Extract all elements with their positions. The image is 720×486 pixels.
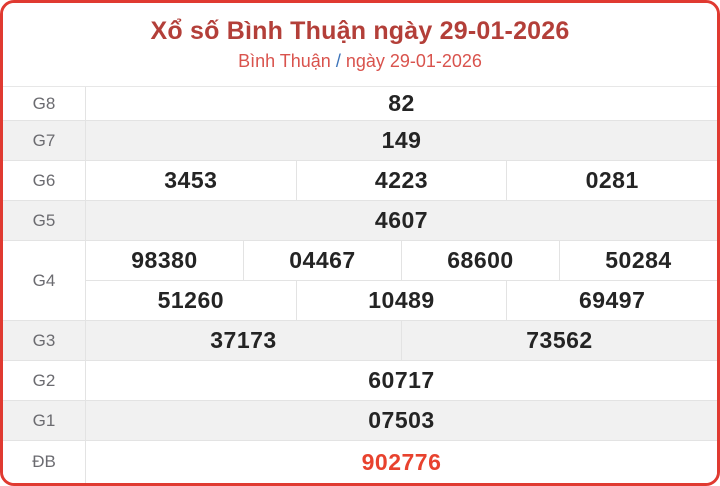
prize-values: 07503 (86, 401, 717, 440)
header: Xổ số Bình Thuận ngày 29-01-2026 Bình Th… (3, 3, 717, 87)
prize-row: G3 37173 73562 (3, 320, 717, 360)
prize-line: 98380 04467 68600 50284 (86, 241, 717, 280)
prize-label: ĐB (3, 441, 86, 483)
breadcrumb-province-link[interactable]: Bình Thuận (238, 51, 331, 71)
prize-number: 902776 (361, 448, 442, 475)
prize-line: 37173 73562 (86, 321, 717, 360)
breadcrumb-date-link[interactable]: ngày 29-01-2026 (345, 51, 482, 71)
prize-number: 149 (381, 127, 422, 153)
prize-label: G4 (3, 241, 86, 320)
page-title: Xổ số Bình Thuận ngày 29-01-2026 (150, 17, 570, 45)
prize-values: 98380 04467 68600 50284 51260 10489 69497 (86, 241, 717, 320)
prize-values: 37173 73562 (86, 321, 717, 360)
prize-label: G2 (3, 361, 86, 400)
prize-line: 60717 (86, 361, 717, 400)
prize-number: 50284 (559, 241, 717, 280)
prize-number: 10489 (295, 281, 507, 320)
prize-values: 3453 4223 0281 (86, 161, 717, 200)
prize-line: 3453 4223 0281 (86, 161, 717, 200)
prize-values: 82 (86, 87, 717, 120)
prize-row: G8 82 (3, 87, 717, 120)
prize-row: G1 07503 (3, 400, 717, 440)
prize-number: 98380 (131, 247, 198, 273)
prize-label: G5 (3, 201, 86, 240)
prize-number: 4223 (295, 161, 507, 200)
prize-number: 60717 (368, 367, 435, 393)
prize-label: G8 (3, 87, 86, 120)
prize-number: 82 (388, 90, 415, 116)
prize-label: G7 (3, 121, 86, 160)
prize-number: 51260 (157, 287, 225, 313)
prize-label: G1 (3, 401, 86, 440)
prize-label: G3 (3, 321, 86, 360)
prize-line: 149 (86, 121, 717, 160)
prize-line: 4607 (86, 201, 717, 240)
prize-values: 4607 (86, 201, 717, 240)
prize-number: 4607 (374, 207, 429, 233)
prize-number: 3453 (164, 167, 218, 193)
prize-line: 902776 (86, 441, 717, 483)
results-table: G8 82 G7 149 G6 3453 4223 0281 G5 4607 G4 98380 0446… (3, 87, 717, 483)
prize-row: G5 4607 (3, 200, 717, 240)
prize-line: 82 (86, 87, 717, 120)
prize-number: 04467 (243, 241, 401, 280)
prize-number: 37173 (210, 327, 277, 353)
prize-number: 73562 (401, 321, 717, 360)
prize-row: G6 3453 4223 0281 (3, 160, 717, 200)
prize-row: G7 149 (3, 120, 717, 160)
prize-number: 68600 (401, 241, 559, 280)
prize-row: ĐB 902776 (3, 440, 717, 483)
prize-values: 60717 (86, 361, 717, 400)
breadcrumb-separator: / (335, 51, 341, 71)
prize-line: 07503 (86, 401, 717, 440)
prize-row: G4 98380 04467 68600 50284 51260 10489 69497 (3, 240, 717, 320)
prize-line: 51260 10489 69497 (86, 280, 717, 320)
prize-values: 902776 (86, 441, 717, 483)
prize-number: 07503 (368, 407, 435, 433)
breadcrumb: Bình Thuận / ngày 29-01-2026 (238, 51, 482, 72)
prize-number: 69497 (506, 281, 717, 320)
prize-number: 0281 (506, 161, 717, 200)
prize-label: G6 (3, 161, 86, 200)
prize-values: 149 (86, 121, 717, 160)
prize-row: G2 60717 (3, 360, 717, 400)
